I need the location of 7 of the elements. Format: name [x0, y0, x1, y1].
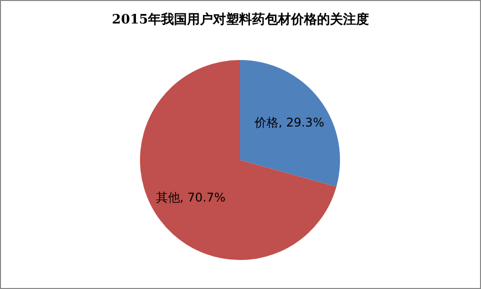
data-label: , 29.3%: [278, 115, 324, 130]
pie-slice: [240, 60, 340, 187]
pie-slice: [140, 60, 336, 260]
slice-label: 价格: [253, 115, 278, 130]
data-label: , 70.7%: [180, 190, 226, 205]
chart-title: 2015年我国用户对塑料药包材价格的关注度: [112, 12, 370, 28]
slice-label: 其他: [156, 190, 180, 205]
